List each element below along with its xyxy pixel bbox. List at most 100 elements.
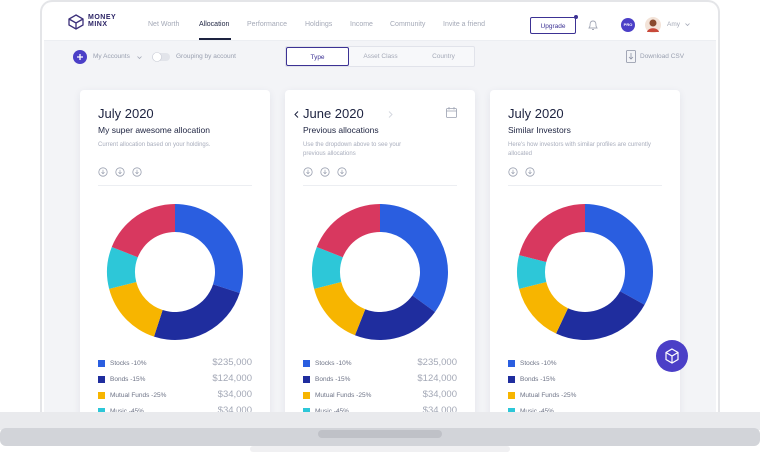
legend-label: Music -45% <box>315 408 349 415</box>
base-notch <box>318 430 442 438</box>
legend-swatch <box>98 360 105 367</box>
card-description: Here's how investors with similar profil… <box>508 142 651 157</box>
fab-icon <box>665 348 679 364</box>
card-subtitle: Previous allocations <box>303 125 379 135</box>
card-action-icon[interactable] <box>303 167 313 177</box>
tab[interactable]: Asset Class <box>363 53 398 60</box>
card-separator <box>98 185 252 186</box>
tab[interactable]: Country <box>432 53 455 60</box>
card-action-icon[interactable] <box>525 167 535 177</box>
download-icon[interactable] <box>626 50 636 63</box>
pro-badge[interactable]: PRO <box>621 18 635 32</box>
icon-glyph <box>511 169 515 175</box>
upgrade-button[interactable]: Upgrade <box>530 17 576 34</box>
user-name[interactable]: Amy <box>667 21 680 28</box>
icon-glyph <box>340 169 344 175</box>
allocation-donut <box>517 204 653 340</box>
nav-item[interactable]: Invite a friend <box>443 21 486 28</box>
icon-glyph <box>101 169 105 175</box>
screen: MONEY MINX Net Worth Allocation Performance H… <box>44 2 716 415</box>
legend-swatch <box>303 408 310 412</box>
top-nav: MONEY MINX Net Worth Allocation Performance H… <box>44 2 716 41</box>
legend-label: Music -45% <box>520 408 554 415</box>
nav-item[interactable]: Net Worth <box>148 21 180 28</box>
accounts-dropdown[interactable]: My Accounts <box>93 53 130 60</box>
toggle-knob <box>152 52 162 62</box>
legend-swatch <box>508 392 515 399</box>
donut-slice <box>556 291 645 340</box>
add-account-button[interactable] <box>73 50 87 64</box>
icon-glyph <box>306 169 310 175</box>
card-subtitle: My super awesome allocation <box>98 125 210 135</box>
icon-glyph <box>118 169 122 175</box>
user-caret[interactable] <box>685 23 690 27</box>
donut-slice <box>153 284 240 340</box>
card-separator <box>508 185 662 186</box>
nav-item[interactable]: Allocation <box>199 21 230 28</box>
card-description: Use the dropdown above to see your previ… <box>303 142 402 157</box>
calendar-icon[interactable] <box>446 107 457 118</box>
legend-swatch <box>303 376 310 383</box>
grouping-toggle[interactable] <box>152 52 170 62</box>
legend-amount: $235,000 <box>212 357 252 368</box>
legend-label: Mutual Funds -25% <box>110 392 167 399</box>
caret <box>137 56 142 60</box>
card-action-icon[interactable] <box>98 167 108 177</box>
donut-slice <box>585 204 653 305</box>
donut-slice <box>175 204 243 294</box>
legend-swatch <box>508 360 515 367</box>
icon-glyph <box>323 169 327 175</box>
legend-label: Bonds -15% <box>520 376 556 383</box>
nav-item[interactable]: Income <box>350 21 373 28</box>
legend-swatch <box>303 360 310 367</box>
icon-glyph <box>528 169 532 175</box>
legend-label: Mutual Funds -25% <box>315 392 372 399</box>
avatar[interactable] <box>645 17 661 33</box>
legend-swatch <box>98 376 105 383</box>
logo-shape <box>68 14 84 30</box>
nav-item[interactable]: Community <box>390 21 426 28</box>
legend-label: Stocks -10% <box>520 360 557 367</box>
icon-ring <box>320 167 330 177</box>
card-title: July 2020 <box>98 106 154 121</box>
cal-body <box>446 108 457 118</box>
allocation-donut <box>312 204 448 340</box>
download-csv[interactable]: Download CSV <box>640 53 685 60</box>
next-month[interactable] <box>388 111 393 118</box>
nav-item[interactable]: Holdings <box>305 21 333 28</box>
donut-slice <box>109 281 163 337</box>
donut-slice <box>107 246 138 289</box>
card-title: July 2020 <box>508 106 564 121</box>
prev-month[interactable] <box>294 111 299 118</box>
legend-amount: $235,000 <box>417 357 457 368</box>
donut-slice <box>380 204 448 312</box>
caret <box>685 23 690 27</box>
icon-ring <box>132 167 142 177</box>
card-action-icon[interactable] <box>115 167 125 177</box>
chev <box>294 111 299 118</box>
accounts-caret[interactable] <box>137 56 142 60</box>
chev <box>388 111 393 118</box>
donut-slice <box>354 295 436 340</box>
upgrade-dot <box>574 15 578 19</box>
tab[interactable]: Type <box>286 47 349 66</box>
card-action-icon[interactable] <box>337 167 347 177</box>
card-action-icon[interactable] <box>132 167 142 177</box>
legend-label: Mutual Funds -25% <box>520 392 577 399</box>
card-action-icon[interactable] <box>320 167 330 177</box>
icon-ring <box>115 167 125 177</box>
legend-swatch <box>508 408 515 412</box>
card-subtitle: Similar Investors <box>508 125 571 135</box>
icon-ring <box>303 167 313 177</box>
laptop-bezel <box>40 0 720 416</box>
legend-label: Bonds -15% <box>315 376 351 383</box>
bell-icon[interactable] <box>588 20 598 31</box>
legend-swatch <box>303 392 310 399</box>
card-action-icon[interactable] <box>508 167 518 177</box>
legend-amount: $124,000 <box>212 373 252 384</box>
floating-action-button[interactable] <box>656 340 688 372</box>
nav-item[interactable]: Performance <box>247 21 288 28</box>
icon-ring <box>98 167 108 177</box>
